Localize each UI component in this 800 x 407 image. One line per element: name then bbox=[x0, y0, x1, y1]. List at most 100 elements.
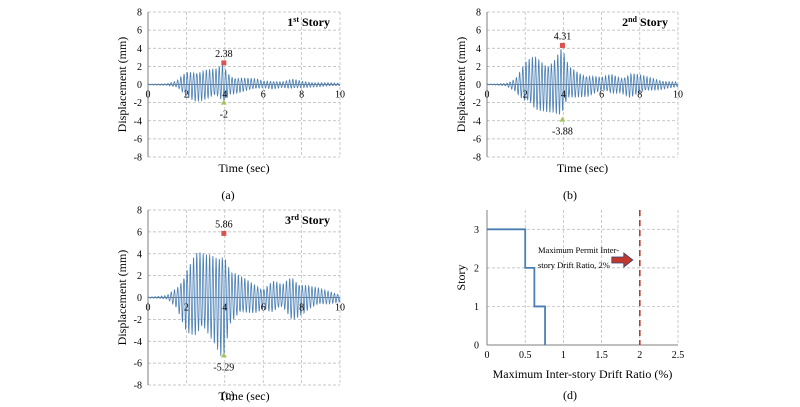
max-value-label: 4.31 bbox=[554, 31, 572, 42]
max-marker bbox=[221, 60, 227, 66]
panel-c: 8 6 4 2 0 -2 -4 -6 -8 0 2 4 6 8 10 5.86 -5.29 3rd Story Di… bbox=[115, 206, 345, 404]
story-title-suffix: nd bbox=[628, 15, 637, 24]
y-tick-label: 2 bbox=[474, 263, 479, 274]
max-value-label: 5.86 bbox=[215, 219, 233, 230]
x-tick-label: 1.5 bbox=[595, 350, 608, 361]
x-tick-label: 8 bbox=[299, 90, 304, 101]
y-tick-label: 6 bbox=[476, 26, 481, 37]
y-tick-label: -2 bbox=[134, 315, 142, 326]
y-tick-label: 0 bbox=[137, 80, 142, 91]
story-title: 1st Story bbox=[287, 15, 330, 29]
y-axis-label: Story bbox=[454, 264, 468, 290]
y-tick-label: -6 bbox=[134, 134, 142, 145]
story-title: 3rd Story bbox=[285, 213, 330, 227]
x-axis-label: Maximum Inter-story Drift Ratio (%) bbox=[493, 367, 673, 381]
y-tick-label: 0 bbox=[474, 341, 479, 352]
y-tick-label: 6 bbox=[137, 227, 142, 238]
max-value-label: 2.38 bbox=[215, 49, 233, 60]
max-marker bbox=[559, 42, 565, 48]
story-title: 2nd Story bbox=[622, 15, 668, 29]
limit-annotation-text: story Drift Ratio, 2% bbox=[538, 260, 610, 270]
y-tick-label: -4 bbox=[134, 116, 142, 127]
x-tick-label: 6 bbox=[261, 303, 266, 314]
panel-caption: (b) bbox=[563, 188, 577, 202]
min-marker bbox=[220, 352, 227, 358]
y-tick-label: 8 bbox=[476, 8, 481, 19]
min-marker bbox=[559, 116, 566, 122]
y-tick-label: 4 bbox=[137, 44, 142, 55]
x-tick-label: 10 bbox=[335, 90, 345, 101]
x-tick-label: 6 bbox=[599, 90, 604, 101]
max-marker bbox=[221, 230, 227, 236]
y-tick-label: 0 bbox=[137, 293, 142, 304]
x-tick-label: 0 bbox=[146, 90, 151, 101]
panel-caption: (d) bbox=[563, 388, 577, 402]
y-tick-label: 4 bbox=[137, 249, 142, 260]
story-title-number: 2 bbox=[622, 15, 628, 29]
y-tick-label: 2 bbox=[476, 62, 481, 73]
limit-arrow-icon bbox=[611, 252, 634, 268]
x-tick-label: 8 bbox=[299, 303, 304, 314]
panel-caption: (a) bbox=[221, 188, 234, 202]
x-tick-label: 2 bbox=[184, 90, 189, 101]
y-tick-label: -2 bbox=[134, 98, 142, 109]
x-tick-label: 2 bbox=[184, 303, 189, 314]
y-tick-label: 0 bbox=[476, 80, 481, 91]
y-tick-label: 8 bbox=[137, 8, 142, 19]
x-tick-label: 0 bbox=[146, 303, 151, 314]
y-tick-label: -6 bbox=[473, 134, 481, 145]
y-tick-label: -8 bbox=[134, 153, 142, 164]
x-axis-label: Time (sec) bbox=[557, 161, 608, 175]
story-title-suffix: rd bbox=[291, 213, 300, 222]
x-tick-label: 10 bbox=[335, 303, 345, 314]
x-axis-label: Time (sec) bbox=[218, 389, 269, 403]
panel-caption: (c) bbox=[221, 388, 234, 402]
x-tick-label: 4 bbox=[222, 303, 227, 314]
y-tick-label: 4 bbox=[476, 44, 481, 55]
y-tick-label: -6 bbox=[134, 359, 142, 370]
story-title-word: Story bbox=[637, 15, 668, 29]
displacement-series-line bbox=[147, 252, 341, 356]
min-value-label: -2 bbox=[220, 110, 228, 121]
x-tick-label: 0 bbox=[485, 90, 490, 101]
y-tick-label: -8 bbox=[134, 381, 142, 392]
x-tick-label: 6 bbox=[261, 90, 266, 101]
x-tick-label: 4 bbox=[561, 90, 566, 101]
min-value-label: -3.88 bbox=[552, 127, 573, 138]
x-tick-label: 2 bbox=[637, 350, 642, 361]
y-axis-label: Displacement (mm) bbox=[115, 250, 129, 346]
story-title-number: 1 bbox=[287, 15, 293, 29]
drift-series-line bbox=[487, 228, 546, 345]
story-title-suffix: st bbox=[293, 15, 299, 24]
x-tick-label: 0.5 bbox=[519, 350, 532, 361]
y-tick-label: 8 bbox=[137, 206, 142, 217]
x-axis-label: Time (sec) bbox=[218, 161, 269, 175]
y-tick-label: -4 bbox=[473, 116, 481, 127]
y-tick-label: -2 bbox=[473, 98, 481, 109]
y-tick-label: 1 bbox=[474, 302, 479, 313]
y-tick-label: 3 bbox=[474, 225, 479, 236]
displacement-series-line bbox=[486, 49, 679, 115]
x-tick-label: 8 bbox=[637, 90, 642, 101]
x-tick-label: 0 bbox=[485, 350, 490, 361]
y-tick-label: 6 bbox=[137, 26, 142, 37]
y-tick-label: 2 bbox=[137, 271, 142, 282]
x-tick-label: 2 bbox=[523, 90, 528, 101]
displacement-series-line bbox=[147, 64, 341, 102]
min-value-label: -5.29 bbox=[213, 362, 234, 373]
y-axis-label: Displacement (mm) bbox=[115, 37, 129, 133]
x-tick-label: 2.5 bbox=[672, 350, 685, 361]
limit-annotation-text: Maximum Permit Inter- bbox=[538, 245, 619, 255]
x-tick-label: 1 bbox=[561, 350, 566, 361]
y-tick-label: 2 bbox=[137, 62, 142, 73]
min-marker bbox=[220, 99, 227, 105]
y-tick-label: -8 bbox=[473, 153, 481, 164]
y-tick-label: -4 bbox=[134, 337, 142, 348]
panel-d: Maximum Permit Inter-story Drift Ratio, … bbox=[454, 210, 684, 402]
panel-a: 8 6 4 2 0 -2 -4 -6 -8 0 2 4 6 8 10 2.38 -2 1st Story Displ… bbox=[115, 8, 345, 203]
story-title-word: Story bbox=[299, 15, 330, 29]
y-axis-label: Displacement (mm) bbox=[454, 37, 468, 133]
story-title-word: Story bbox=[299, 213, 330, 227]
